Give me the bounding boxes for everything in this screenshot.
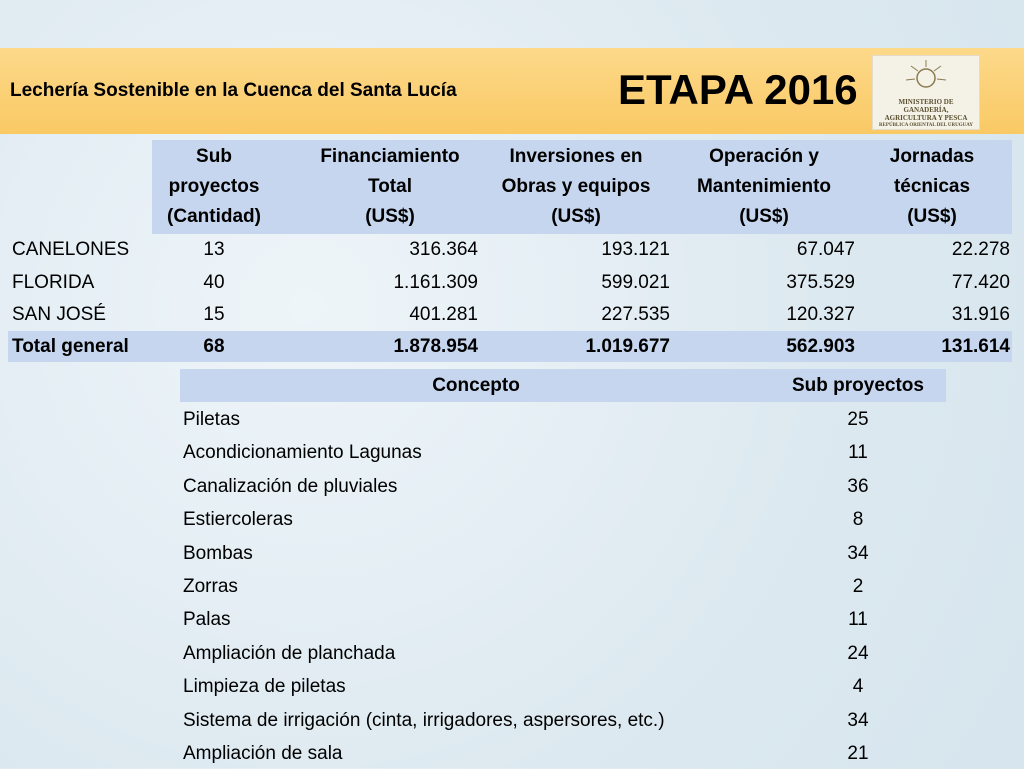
cell: 131.614 bbox=[941, 336, 1010, 357]
cell: 1.019.677 bbox=[585, 336, 670, 357]
row-label: Palas bbox=[183, 609, 231, 631]
column-header: Operación y bbox=[709, 146, 819, 167]
cell: 24 bbox=[847, 642, 869, 664]
row-label: Bombas bbox=[183, 542, 253, 564]
row-label: FLORIDA bbox=[12, 271, 95, 293]
column-header: (US$) bbox=[907, 206, 957, 227]
cell: 77.420 bbox=[951, 271, 1010, 293]
cell: 401.281 bbox=[409, 304, 478, 325]
header-band bbox=[0, 48, 1024, 134]
column-header: Sub bbox=[196, 146, 232, 167]
column-header: (US$) bbox=[739, 206, 789, 227]
table-header-bg bbox=[152, 140, 1012, 234]
cell: 67.047 bbox=[796, 239, 855, 260]
row-label: Piletas bbox=[183, 409, 241, 430]
column-header: Inversiones en bbox=[509, 146, 643, 167]
row-label: Ampliación de planchada bbox=[183, 642, 396, 664]
cell: 2 bbox=[852, 576, 864, 597]
cell: 36 bbox=[847, 475, 869, 497]
cell: 22.278 bbox=[951, 239, 1010, 260]
cell: 31.916 bbox=[951, 304, 1010, 325]
logo-line: AGRICULTURA Y PESCA bbox=[884, 114, 968, 122]
cell: 316.364 bbox=[409, 239, 478, 260]
row-label: Limpieza de piletas bbox=[183, 676, 346, 698]
logo-line: MINISTERIO DE GANADERÍA, bbox=[898, 98, 954, 114]
cell: 40 bbox=[203, 271, 225, 293]
column-header: Total bbox=[368, 176, 412, 197]
column-header: Concepto bbox=[432, 375, 520, 396]
row-label: Sistema de irrigación (cinta, irrigadore… bbox=[183, 709, 665, 731]
logo-line: REPÚBLICA ORIENTAL DEL URUGUAY bbox=[878, 123, 974, 128]
row-label: SAN JOSÉ bbox=[12, 304, 106, 325]
cell: 34 bbox=[847, 542, 869, 564]
row-label: Canalización de pluviales bbox=[183, 475, 398, 497]
row-label: Zorras bbox=[183, 576, 238, 597]
column-header: Sub proyectos bbox=[792, 375, 924, 396]
cell: 13 bbox=[203, 239, 225, 260]
column-header: (Cantidad) bbox=[167, 206, 261, 227]
row-label: Estiercoleras bbox=[183, 509, 293, 531]
cell: 599.021 bbox=[601, 271, 670, 293]
column-header: (US$) bbox=[365, 206, 415, 227]
cell: 11 bbox=[848, 609, 868, 631]
cell: 120.327 bbox=[786, 304, 855, 325]
row-label: Total general bbox=[12, 336, 129, 357]
cell: 34 bbox=[847, 709, 869, 731]
column-header: (US$) bbox=[551, 206, 601, 227]
cell: 8 bbox=[852, 509, 864, 531]
column-header: Jornadas bbox=[889, 146, 975, 167]
column-header: técnicas bbox=[893, 176, 971, 197]
column-header: proyectos bbox=[168, 176, 260, 197]
table2-header-bg bbox=[180, 369, 946, 402]
cell: 1.161.309 bbox=[393, 271, 478, 293]
cell: 1.878.954 bbox=[393, 336, 478, 357]
cell: 562.903 bbox=[786, 336, 855, 357]
row-label: Ampliación de sala bbox=[183, 743, 343, 764]
cell: 11 bbox=[848, 442, 868, 464]
row-label: CANELONES bbox=[12, 239, 130, 260]
title: ETAPA 2016 bbox=[618, 66, 858, 113]
cell: 4 bbox=[852, 676, 864, 698]
subtitle: Lechería Sostenible en la Cuenca del San… bbox=[10, 80, 457, 101]
logo-sun bbox=[905, 60, 947, 88]
total-row-bg bbox=[8, 331, 1012, 362]
cell: 68 bbox=[203, 336, 225, 357]
cell: 227.535 bbox=[601, 304, 670, 325]
cell: 375.529 bbox=[786, 271, 855, 293]
cell: 21 bbox=[847, 743, 869, 764]
column-header: Mantenimiento bbox=[696, 176, 832, 197]
cell: 25 bbox=[847, 409, 869, 430]
column-header: Financiamiento bbox=[320, 146, 460, 167]
row-label: Acondicionamiento Lagunas bbox=[183, 442, 422, 464]
logo: MINISTERIO DE GANADERÍA, AGRICULTURA Y P… bbox=[872, 55, 980, 130]
cell: 15 bbox=[203, 304, 225, 325]
column-header: Obras y equipos bbox=[501, 176, 651, 197]
cell: 193.121 bbox=[601, 239, 670, 260]
